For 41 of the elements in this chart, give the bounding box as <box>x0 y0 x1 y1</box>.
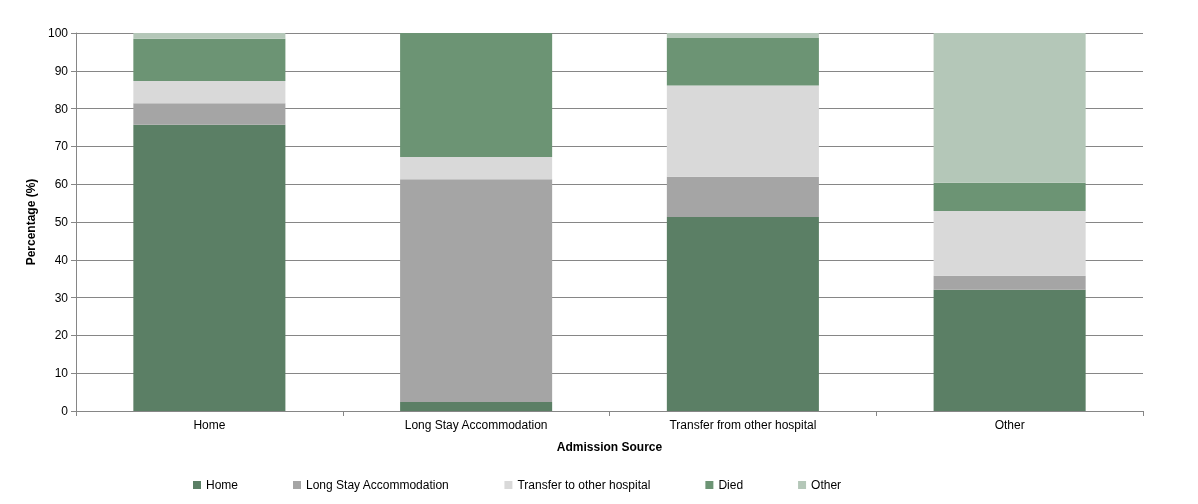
bar <box>933 275 1086 290</box>
y-tick-label: 60 <box>54 177 69 192</box>
y-tick-label: 70 <box>54 139 69 154</box>
legend-label: Transfer to other hospital <box>517 478 651 492</box>
bar <box>933 33 1086 183</box>
y-tick-label: 10 <box>54 366 69 381</box>
y-tick-label: 80 <box>54 101 69 116</box>
legend-label: Long Stay Accommodation <box>306 478 449 492</box>
legend-label: Died <box>718 478 744 492</box>
bar <box>133 81 286 104</box>
bar <box>933 182 1086 212</box>
y-tick-label: 20 <box>54 328 69 343</box>
bar <box>133 38 286 82</box>
bar <box>666 37 819 86</box>
x-tick-label: Home <box>193 418 226 432</box>
x-tick-label: Long Stay Accommodation <box>404 418 548 432</box>
bar <box>133 33 286 39</box>
y-tick-label: 100 <box>47 26 69 40</box>
bar <box>400 156 553 180</box>
bar <box>133 103 286 125</box>
y-tick-label: 90 <box>54 63 69 78</box>
bar <box>933 289 1086 411</box>
bar <box>400 33 553 157</box>
bar <box>666 217 819 411</box>
y-tick-label: 40 <box>54 252 69 267</box>
legend-label: Home <box>206 478 239 492</box>
bar <box>400 179 553 402</box>
bar <box>666 85 819 177</box>
bar <box>400 401 553 411</box>
bar <box>666 176 819 218</box>
y-tick-label: 50 <box>54 215 69 229</box>
x-tick-label: Other <box>994 418 1025 432</box>
bar <box>133 124 286 411</box>
legend-label: Other <box>811 478 842 492</box>
y-axis-title: Percentage (%) <box>24 178 39 266</box>
bar <box>666 33 819 38</box>
x-tick-label: Transfer from other hospital <box>669 418 817 432</box>
x-axis-title: Admission Source <box>556 440 663 454</box>
bar <box>933 211 1086 276</box>
y-tick-label: 0 <box>61 404 69 418</box>
y-tick-label: 30 <box>54 290 69 305</box>
